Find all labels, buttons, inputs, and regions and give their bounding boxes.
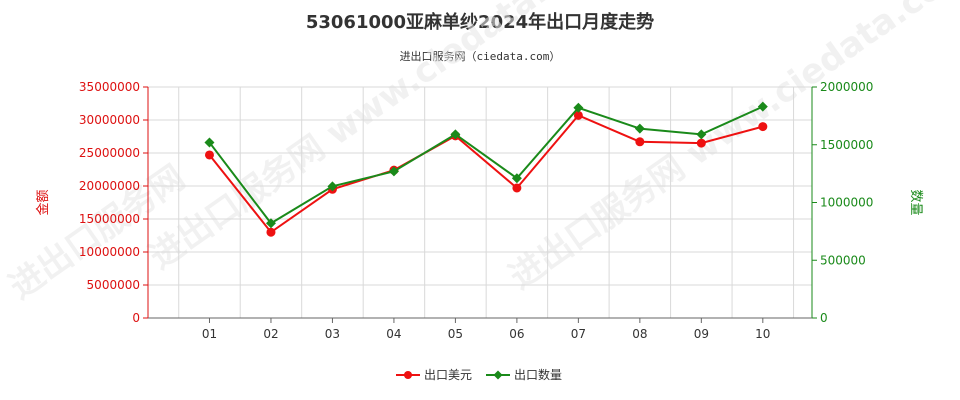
series-1-point [204,150,214,160]
right-axis-tick-label: 500000 [820,253,866,267]
legend-marker [493,370,503,380]
series-layer [204,101,768,237]
x-axis-tick-label: 04 [386,327,401,341]
x-axis-tick-label: 08 [632,327,647,341]
axes-layer: 0500000010000000150000002000000025000000… [35,80,923,341]
left-axis-tick-label: 30000000 [79,113,140,127]
right-axis-tick-label: 2000000 [820,80,873,94]
series-1-point [512,183,522,193]
right-axis-title: 数量 [908,189,923,215]
x-axis-tick-label: 10 [755,327,770,341]
legend-label: 出口数量 [514,367,562,382]
left-axis-tick-label: 25000000 [79,146,140,160]
series-2-point [388,166,399,177]
series-1-point [573,110,583,120]
series-2-point [757,101,768,112]
x-axis-tick-label: 01 [202,327,217,341]
x-axis-tick-label: 07 [571,327,586,341]
series-1-point [696,138,706,148]
series-2-point [450,129,461,140]
left-axis-tick-label: 10000000 [79,245,140,259]
left-axis-tick-label: 20000000 [79,179,140,193]
x-axis-tick-label: 02 [263,327,278,341]
series-line-2 [208,105,764,225]
x-axis-tick-label: 09 [694,327,709,341]
series-2-point [511,173,522,184]
x-axis-tick-label: 06 [509,327,524,341]
left-axis-tick-label: 15000000 [79,212,140,226]
series-1-point [266,227,276,237]
watermark-text: 进出口服务网 www.ciedata.com [502,0,960,297]
chart-title: 53061000亚麻单纱2024年出口月度走势 [305,12,655,33]
left-axis-tick-label: 0 [132,311,140,325]
series-2-point [634,123,645,134]
legend-label: 出口美元 [424,368,472,382]
left-axis-tick-label: 35000000 [79,80,140,94]
x-axis-tick-label: 03 [325,327,340,341]
legend: 出口美元 出口数量 [396,367,562,382]
series-2-point [573,102,584,113]
series-2-point [204,137,215,148]
legend-marker [404,371,412,379]
series-2-point [327,181,338,192]
left-axis-tick-label: 5000000 [87,278,140,292]
series-1-point [758,122,768,132]
right-axis-tick-label: 1500000 [820,138,873,152]
series-line-1 [208,114,764,234]
series-1-point [635,137,645,147]
left-axis-title: 金额 [35,189,51,215]
series-2-point [265,218,276,229]
chart-subtitle: 进出口服务网（ciedata.com） [399,50,561,63]
right-axis-tick-label: 1000000 [820,196,873,210]
x-axis-tick-label: 05 [448,327,463,341]
right-axis-tick-label: 0 [820,311,828,325]
series-2-point [696,129,707,140]
